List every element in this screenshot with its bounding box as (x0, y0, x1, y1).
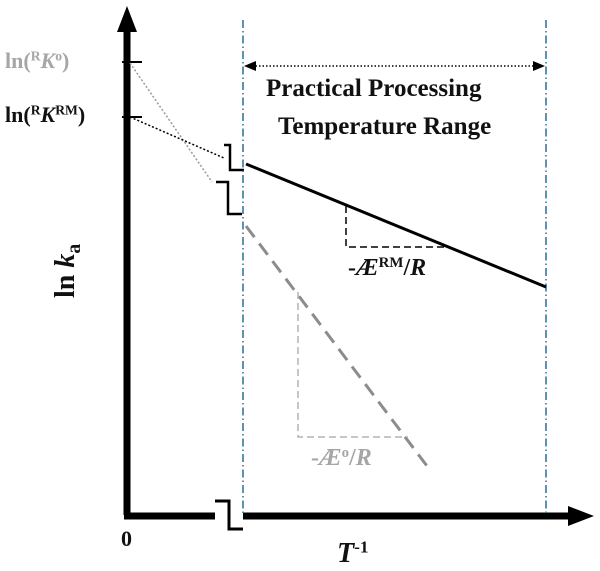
rm-slope-triangle (345, 206, 448, 248)
range-title-line1: Practical Processing (266, 75, 482, 102)
origin-label: 0 (121, 526, 132, 551)
range-title-line2: Temperature Range (278, 113, 492, 140)
y-axis-title: ln ka (50, 243, 85, 298)
x-axis-title: T-1 (337, 537, 369, 569)
label-slope-rm: -ÆRM/R (348, 254, 427, 281)
label-ln-krm: ln(RKRM) (5, 102, 86, 127)
rm-arrhenius-line (245, 162, 547, 289)
o-arrhenius-line (244, 225, 432, 471)
extrapolation-black-dotted (129, 116, 225, 159)
break-mark-lower (216, 180, 242, 216)
break-mark-upper (224, 143, 244, 172)
o-slope-triangle (297, 292, 408, 438)
label-slope-o: -Æo/R (311, 444, 372, 471)
x-axis-break-mark (215, 499, 243, 531)
label-ln-k0: ln(RKo) (5, 48, 70, 73)
range-arrow-left-head (244, 61, 256, 71)
x-axis-arrowhead (568, 506, 594, 526)
range-arrow-right-head (533, 61, 545, 71)
y-axis-arrowhead (117, 6, 137, 32)
extrapolation-gray-dotted (129, 62, 213, 183)
